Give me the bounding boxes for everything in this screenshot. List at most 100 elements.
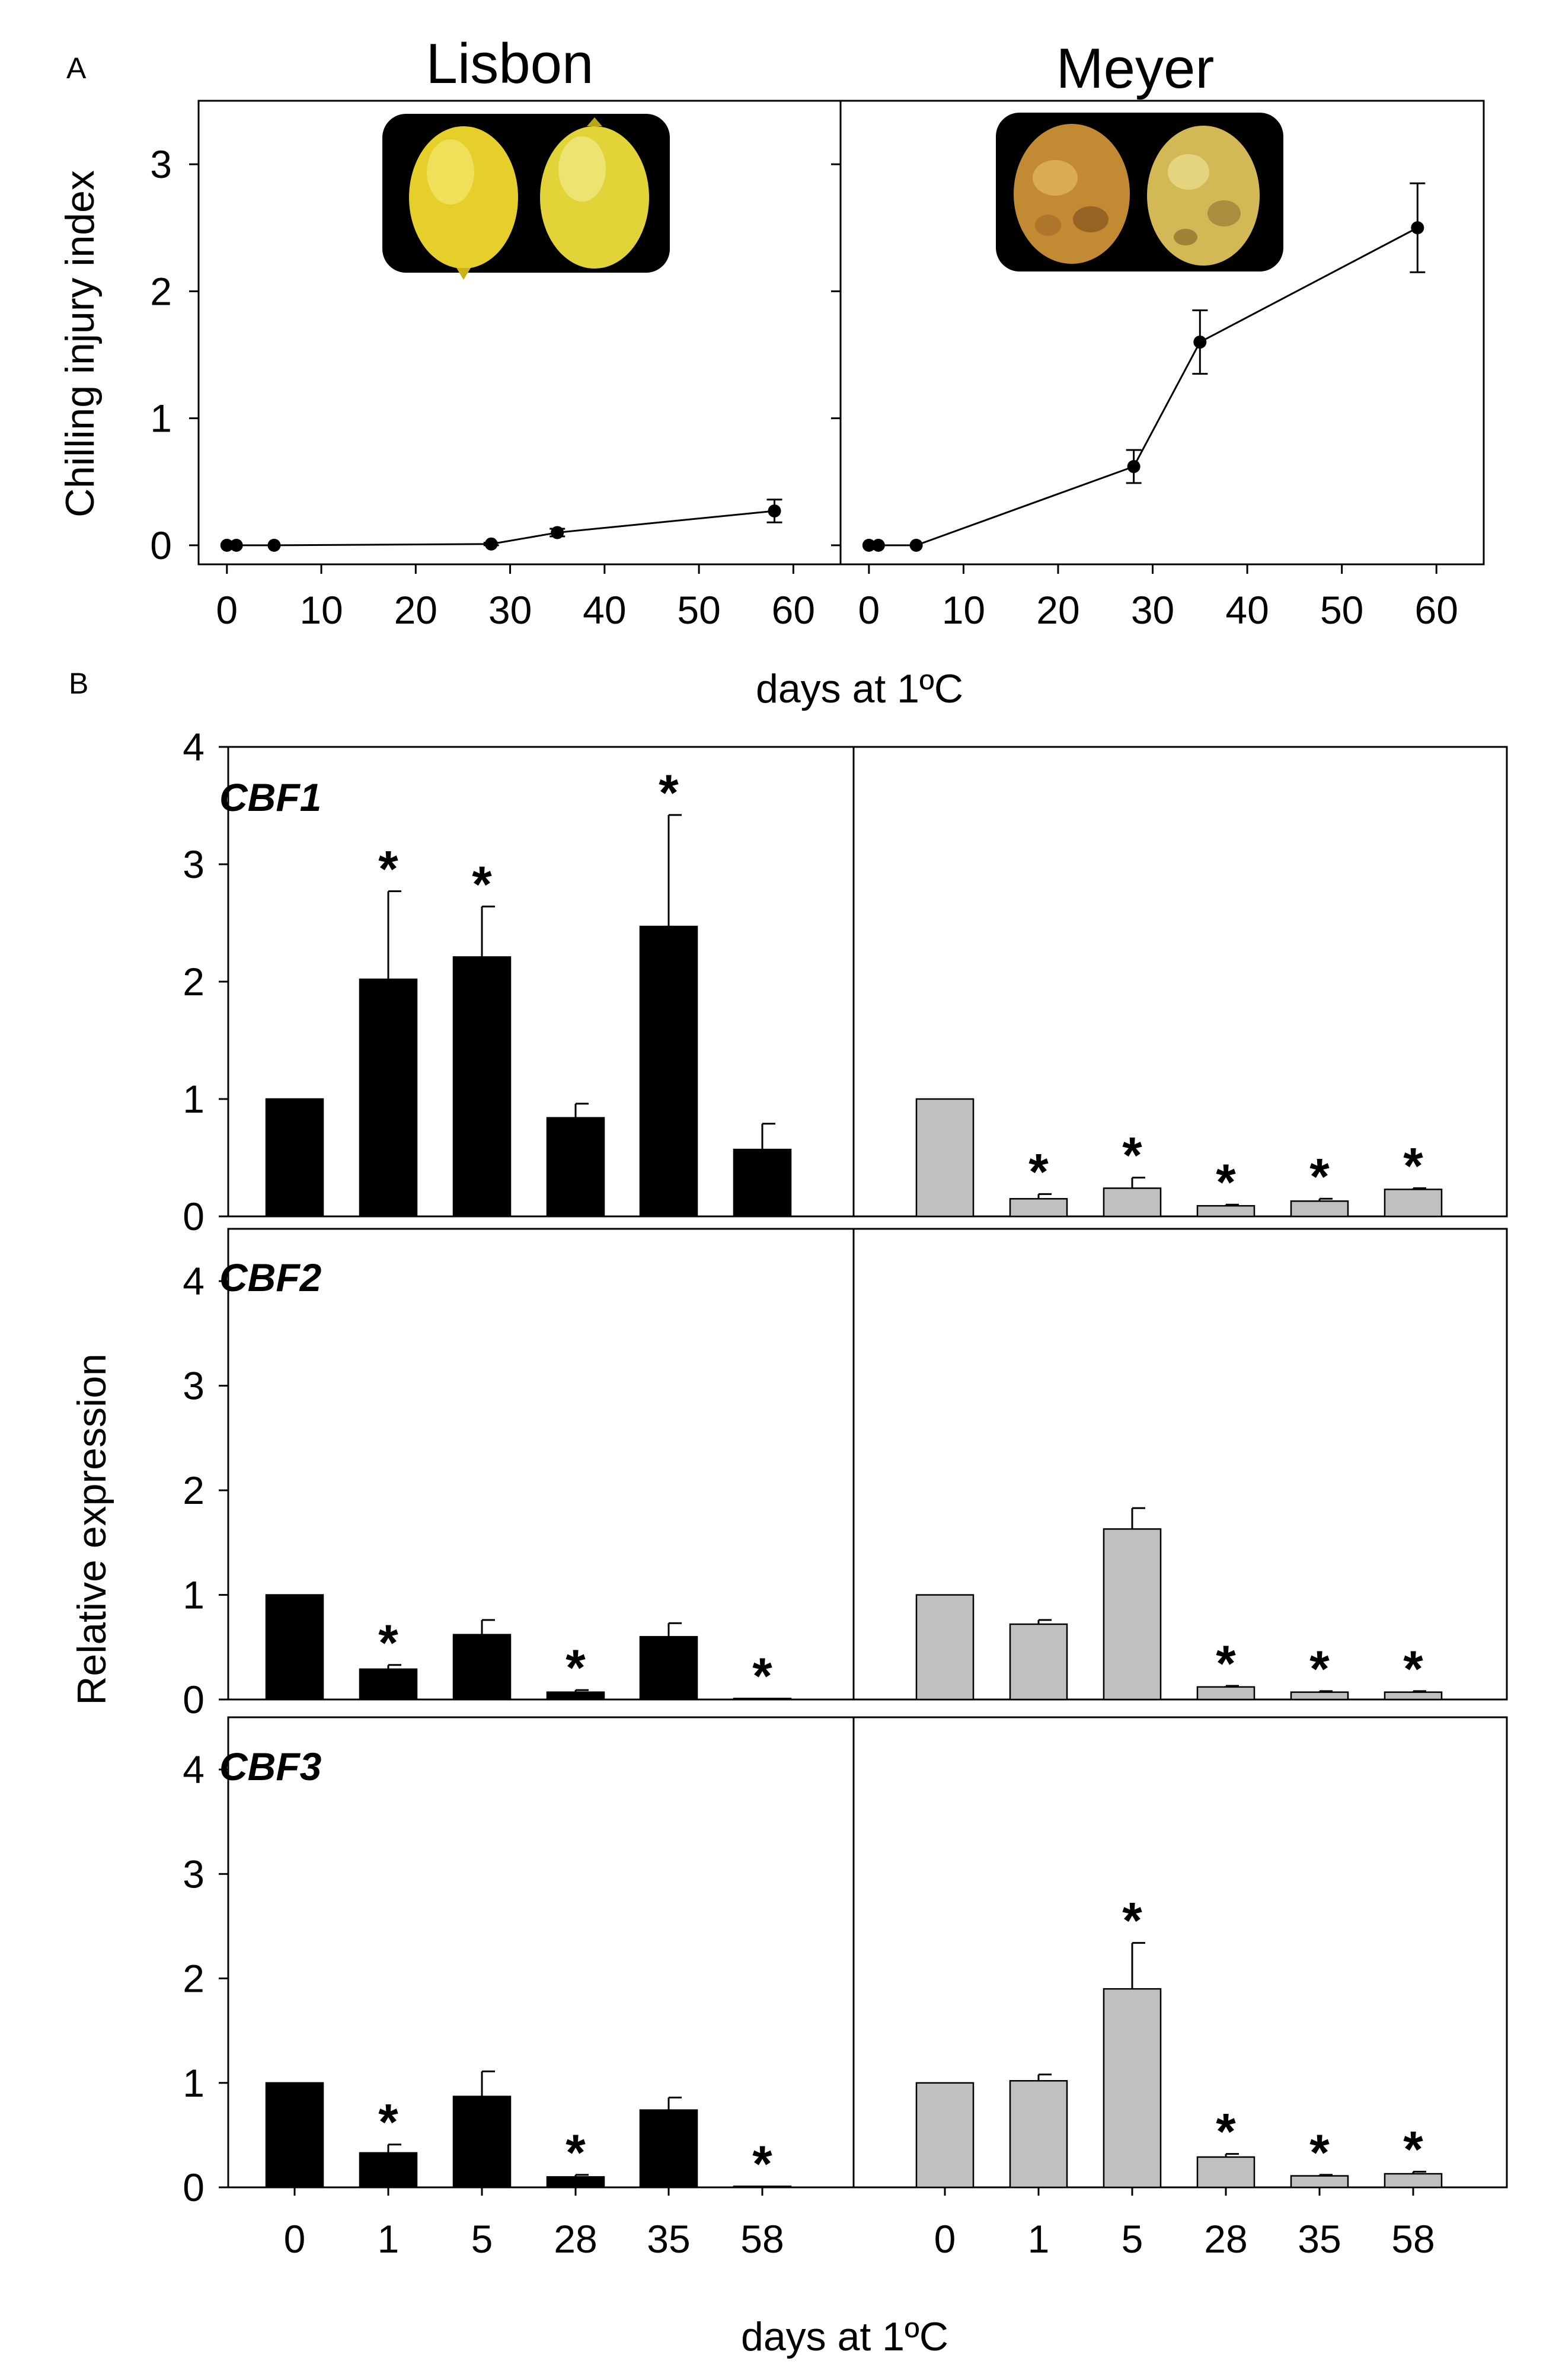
cbf3-lisbon-y-tick-label: 3 [183, 1852, 205, 1896]
cbf1-lisbon-significance-star: * [659, 765, 679, 822]
lisbon-x-tick-label: 10 [299, 588, 343, 632]
cbf3-meyer-x-tick-label: 5 [1122, 2217, 1143, 2261]
cbf1-lisbon-bar [733, 1148, 792, 1218]
cbf2-lisbon-bar [265, 1594, 324, 1701]
cbf2-lisbon-y-tick-label: 0 [183, 1678, 205, 1721]
lisbon-x-tick-label: 30 [488, 588, 532, 632]
cbf3-meyer-x-tick-label: 1 [1028, 2217, 1050, 2261]
cbf3-gene-label: CBF3 [219, 1745, 321, 1788]
meyer-lemon-photo [996, 113, 1283, 271]
cbf3-lisbon-x-tick-label: 58 [740, 2217, 784, 2261]
cbf3-meyer-significance-star: * [1216, 2104, 1236, 2161]
cbf3-meyer-x-tick-label: 28 [1204, 2217, 1247, 2261]
cbf2-lisbon-bar [639, 1635, 698, 1701]
cbf2-lisbon-significance-star: * [752, 1648, 772, 1705]
panel-a-x-axis-label: days at 1ºC [756, 666, 963, 711]
meyer-line-chart: 0 10 20 30 40 50 60 [831, 163, 1458, 632]
cbf3-meyer-plot-frame [852, 1716, 1508, 2189]
cbf1-lisbon-bar [546, 1117, 605, 1218]
cbf3-lisbon-y-tick-label: 1 [183, 2061, 205, 2105]
lisbon-data-point [768, 504, 781, 518]
cbf3-lisbon-x-tick-label: 28 [554, 2217, 597, 2261]
cbf2-lisbon-y-tick-label: 2 [183, 1468, 205, 1512]
cbf1-meyer-significance-star: * [1403, 1138, 1423, 1194]
cbf2-meyer-bar-chart: * * * [852, 1228, 1508, 1701]
panel-b-x-axis-label: days at 1ºC [741, 2314, 948, 2359]
cbf2-lisbon-bar [733, 1697, 792, 1701]
lisbon-x-tick-label: 50 [677, 588, 720, 632]
lisbon-y-tick-label: 2 [150, 269, 172, 313]
cbf2-lisbon-bar [359, 1668, 418, 1701]
cbf1-lisbon-bar [359, 978, 418, 1218]
cbf2-meyer-significance-star: * [1309, 1641, 1330, 1698]
cbf3-lisbon-x-tick-label: 1 [378, 2217, 400, 2261]
meyer-data-point [1193, 336, 1207, 349]
cbf1-meyer-plot-frame [852, 746, 1508, 1218]
lisbon-x-tick-label: 20 [394, 588, 437, 632]
cbf1-meyer-bar-chart: * * * * * [852, 746, 1508, 1218]
cbf2-gene-label: CBF2 [219, 1256, 322, 1299]
meyer-title: Meyer [1056, 37, 1215, 100]
cbf1-lisbon-y-tick-label: 3 [183, 842, 205, 886]
cbf3-meyer-significance-star: * [1309, 2125, 1330, 2181]
lisbon-data-point [229, 538, 243, 552]
lisbon-title: Lisbon [426, 32, 594, 95]
cbf2-meyer-significance-star: * [1403, 1641, 1423, 1698]
lisbon-x-tick-label: 0 [216, 588, 238, 632]
meyer-x-tick-label: 50 [1320, 588, 1363, 632]
cbf1-lisbon-y-tick-label: 0 [183, 1194, 205, 1238]
meyer-series-line [868, 226, 1419, 547]
cbf3-meyer-significance-star: * [1122, 1893, 1142, 1950]
cbf1-lisbon-bar-chart: 0 1 2 3 4 * * * [183, 725, 855, 1238]
cbf1-lisbon-y-tick-label: 1 [183, 1077, 205, 1121]
cbf3-meyer-bar [915, 2082, 975, 2189]
cbf2-lisbon-y-tick-label: 4 [183, 1259, 205, 1303]
cbf1-lisbon-significance-star: * [472, 856, 492, 913]
cbf3-meyer-bar [1196, 2156, 1255, 2189]
meyer-plot-frame [839, 100, 1485, 566]
cbf1-meyer-significance-star: * [1309, 1148, 1330, 1205]
lisbon-line-chart: 0 10 20 30 40 50 60 0 1 2 3 [150, 142, 815, 632]
cbf3-lisbon-significance-star: * [566, 2125, 586, 2181]
cbf1-lisbon-bar [452, 956, 512, 1218]
cbf1-lisbon-bar [265, 1098, 324, 1218]
chilling-injury-axis-label: Chilling injury index [57, 170, 103, 517]
meyer-x-tick-label: 20 [1036, 588, 1079, 632]
lisbon-data-point [551, 526, 564, 539]
panel-b-label: B [69, 667, 88, 700]
panel-a-label: A [66, 52, 87, 85]
cbf3-lisbon-bar-chart: 0 1 2 3 4 0 * 1 5 * 28 35 * 58 [183, 1716, 855, 2261]
meyer-data-point [909, 538, 923, 552]
lisbon-x-tick-label: 60 [772, 588, 815, 632]
cbf1-lisbon-y-tick-label: 4 [183, 725, 205, 769]
cbf1-meyer-significance-star: * [1028, 1143, 1049, 1200]
lisbon-x-tick-label: 40 [583, 588, 626, 632]
lisbon-series-line [226, 510, 775, 547]
meyer-x-tick-label: 30 [1131, 588, 1174, 632]
cbf3-lisbon-significance-star: * [752, 2136, 772, 2193]
cbf1-meyer-bar [1009, 1198, 1068, 1218]
relative-expression-axis-label: Relative expression [69, 1353, 114, 1705]
cbf3-meyer-x-tick-label: 58 [1391, 2217, 1435, 2261]
meyer-data-point [871, 538, 885, 552]
cbf1-meyer-significance-star: * [1216, 1154, 1236, 1211]
cbf2-lisbon-y-tick-label: 3 [183, 1364, 205, 1408]
cbf3-meyer-bar-chart: 0 1 * 5 * 28 * 35 * 58 [852, 1716, 1508, 2261]
lisbon-y-tick-label: 3 [150, 142, 172, 186]
cbf3-meyer-x-tick-label: 0 [934, 2217, 956, 2261]
cbf2-lisbon-significance-star: * [378, 1615, 398, 1672]
cbf2-lisbon-bar-chart: 0 1 2 3 4 * * * [183, 1228, 855, 1721]
lisbon-lemon-photo [382, 114, 670, 280]
meyer-data-point [1127, 460, 1141, 474]
cbf3-meyer-significance-star: * [1403, 2122, 1423, 2178]
cbf3-lisbon-bar [359, 2152, 418, 2189]
meyer-data-point [862, 538, 876, 552]
cbf1-lisbon-y-tick-label: 2 [183, 960, 205, 1004]
cbf3-lisbon-y-tick-label: 4 [183, 1748, 205, 1791]
cbf1-gene-label: CBF1 [219, 775, 321, 819]
cbf1-lisbon-significance-star: * [378, 841, 398, 898]
meyer-x-tick-label: 0 [858, 588, 880, 632]
meyer-x-tick-label: 10 [942, 588, 985, 632]
cbf1-lisbon-bar [639, 925, 698, 1218]
cbf1-meyer-bar [915, 1098, 975, 1218]
